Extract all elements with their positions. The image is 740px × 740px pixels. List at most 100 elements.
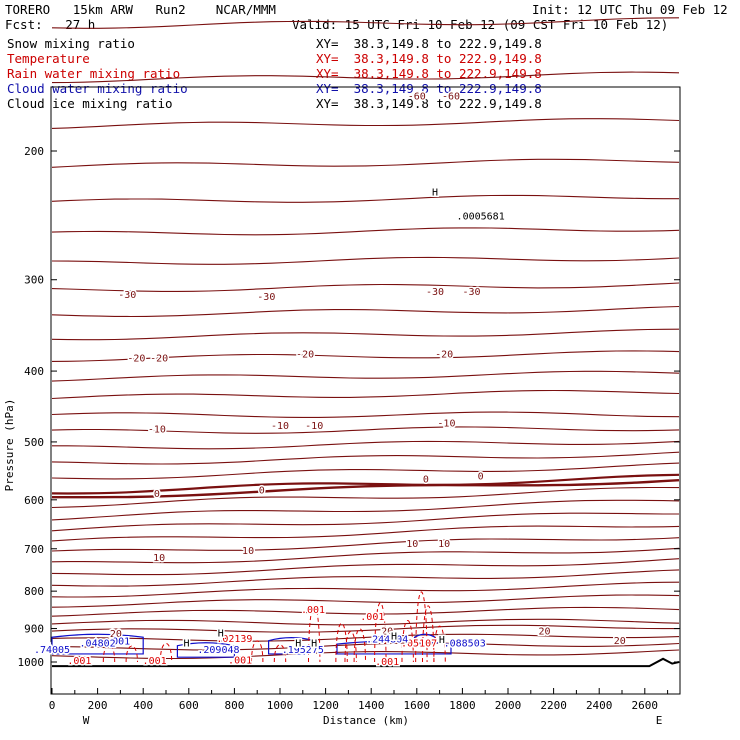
plot-frame bbox=[50, 86, 681, 695]
x-tick-label: 2400 bbox=[586, 699, 613, 712]
isotherm bbox=[51, 633, 680, 642]
isotherm bbox=[51, 486, 680, 509]
x-tick-label: 1400 bbox=[358, 699, 385, 712]
isotherm bbox=[51, 537, 680, 552]
rain-water-contours bbox=[102, 591, 446, 663]
x-tick-label: 600 bbox=[179, 699, 199, 712]
temperature-label: -10 bbox=[437, 418, 455, 429]
temperature-label: 20 bbox=[538, 626, 550, 637]
rain-contour bbox=[125, 645, 138, 663]
rain-contour bbox=[308, 605, 321, 663]
temperature-label: 10 bbox=[406, 539, 418, 550]
rain-contour bbox=[401, 619, 414, 663]
isotherm bbox=[51, 426, 680, 434]
temperature-label: -60 bbox=[442, 91, 460, 102]
isotherm bbox=[51, 473, 680, 495]
y-tick-label: 500 bbox=[24, 436, 44, 449]
temperature-label: -30 bbox=[257, 292, 275, 303]
temperature-label: -20 bbox=[435, 349, 453, 360]
temperature-label: -30 bbox=[426, 287, 444, 298]
rain-label: .001 bbox=[301, 605, 325, 616]
temperature-label: -10 bbox=[271, 421, 289, 432]
temperature-label: -20 bbox=[150, 353, 168, 364]
terrain-line bbox=[52, 657, 680, 668]
y-tick-label: 1000 bbox=[18, 656, 45, 669]
isotherm bbox=[51, 581, 680, 598]
temperature-label: -20 bbox=[127, 353, 145, 364]
temperature-label: 20 bbox=[381, 626, 393, 637]
temperature-label: 0 bbox=[259, 485, 265, 496]
y-tick-label: 400 bbox=[24, 365, 44, 378]
isotherm bbox=[51, 606, 680, 617]
cloud-label: .195275 bbox=[282, 645, 324, 656]
isotherm bbox=[51, 256, 680, 265]
init-time: Init: 12 UTC Thu 09 Feb 12 bbox=[532, 2, 728, 17]
max-marker: H bbox=[311, 638, 317, 649]
isotherm bbox=[51, 328, 680, 341]
x-tick-label: 400 bbox=[133, 699, 153, 712]
rain-contour bbox=[251, 640, 264, 663]
isotherm bbox=[51, 512, 679, 532]
isotherm bbox=[51, 194, 679, 203]
legend-cloud-water-xy: XY= 38.3,149.8 to 222.9,149.8 bbox=[316, 81, 542, 96]
max-marker: H bbox=[391, 632, 397, 643]
legend-snow: Snow mixing ratio bbox=[7, 36, 135, 51]
isotherm bbox=[51, 305, 680, 318]
rain-contour bbox=[344, 631, 357, 663]
x-tick-label: 1200 bbox=[312, 699, 339, 712]
rain-label: .001 bbox=[360, 612, 384, 623]
isotherm bbox=[51, 594, 680, 608]
y-tick-label: 800 bbox=[24, 585, 44, 598]
cloud-contour bbox=[176, 642, 235, 658]
temperature-label: 20 bbox=[614, 636, 626, 647]
temperature-label: 10 bbox=[438, 539, 450, 550]
temperature-label: -20 bbox=[296, 349, 314, 360]
isotherm bbox=[51, 547, 680, 564]
cloud-contour bbox=[268, 637, 315, 655]
rain-contour bbox=[159, 642, 173, 663]
x-tick-label: 200 bbox=[88, 699, 108, 712]
legend-snow-xy: XY= 38.3,149.8 to 222.9,149.8 bbox=[316, 36, 542, 51]
y-tick-label: 900 bbox=[24, 623, 44, 636]
rain-label: .001 bbox=[143, 656, 167, 667]
temperature-label: -10 bbox=[148, 424, 166, 435]
terrain-surface bbox=[52, 657, 680, 668]
legend-cloud-water: Cloud water mixing ratio bbox=[7, 81, 188, 96]
isotherm bbox=[52, 440, 680, 450]
isotherm bbox=[51, 370, 680, 382]
isotherm bbox=[51, 558, 680, 576]
isotherm bbox=[51, 118, 680, 129]
isotherm bbox=[51, 618, 680, 626]
legend-rain: Rain water mixing ratio bbox=[7, 66, 181, 81]
cloud-label: .244804 bbox=[366, 634, 408, 645]
rain-label: .05107 bbox=[401, 638, 437, 649]
legend-temperature-xy: XY= 38.3,149.8 to 222.9,149.8 bbox=[316, 51, 542, 66]
temperature-label: -30 bbox=[462, 287, 480, 298]
y-tick-label: 600 bbox=[24, 494, 44, 507]
x-axis-label: Distance (km) bbox=[323, 714, 409, 727]
y-tick-label: 700 bbox=[24, 543, 44, 556]
y-axis-label: Pressure (hPa) bbox=[3, 399, 16, 492]
isotherm bbox=[51, 624, 679, 633]
temperature-label: 10 bbox=[153, 553, 165, 564]
legend-cloud-ice: Cloud ice mixing ratio bbox=[7, 96, 173, 111]
y-tick-label: 300 bbox=[24, 274, 44, 287]
max-marker: H bbox=[184, 638, 190, 649]
cloud-contour bbox=[51, 633, 144, 655]
temperature-contours bbox=[51, 17, 680, 660]
cloud-label: .088503 bbox=[444, 638, 486, 649]
x-end-west: W bbox=[83, 714, 90, 727]
temperature-label: 0 bbox=[154, 489, 160, 500]
legend-rain-xy: XY= 38.3,149.8 to 222.9,149.8 bbox=[316, 66, 542, 81]
max-marker: H bbox=[218, 629, 224, 640]
x-tick-label: 1000 bbox=[267, 699, 294, 712]
model-title: TORERO 15km ARW Run2 NCAR/MMM bbox=[5, 2, 276, 17]
cloud-label: .209048 bbox=[197, 645, 239, 656]
isotherm bbox=[51, 350, 680, 362]
x-tick-label: 1800 bbox=[449, 699, 476, 712]
rain-contour bbox=[422, 605, 435, 663]
rain-label: .001 bbox=[228, 656, 252, 667]
temperature-label: 0 bbox=[423, 474, 429, 485]
isotherm bbox=[51, 525, 680, 542]
